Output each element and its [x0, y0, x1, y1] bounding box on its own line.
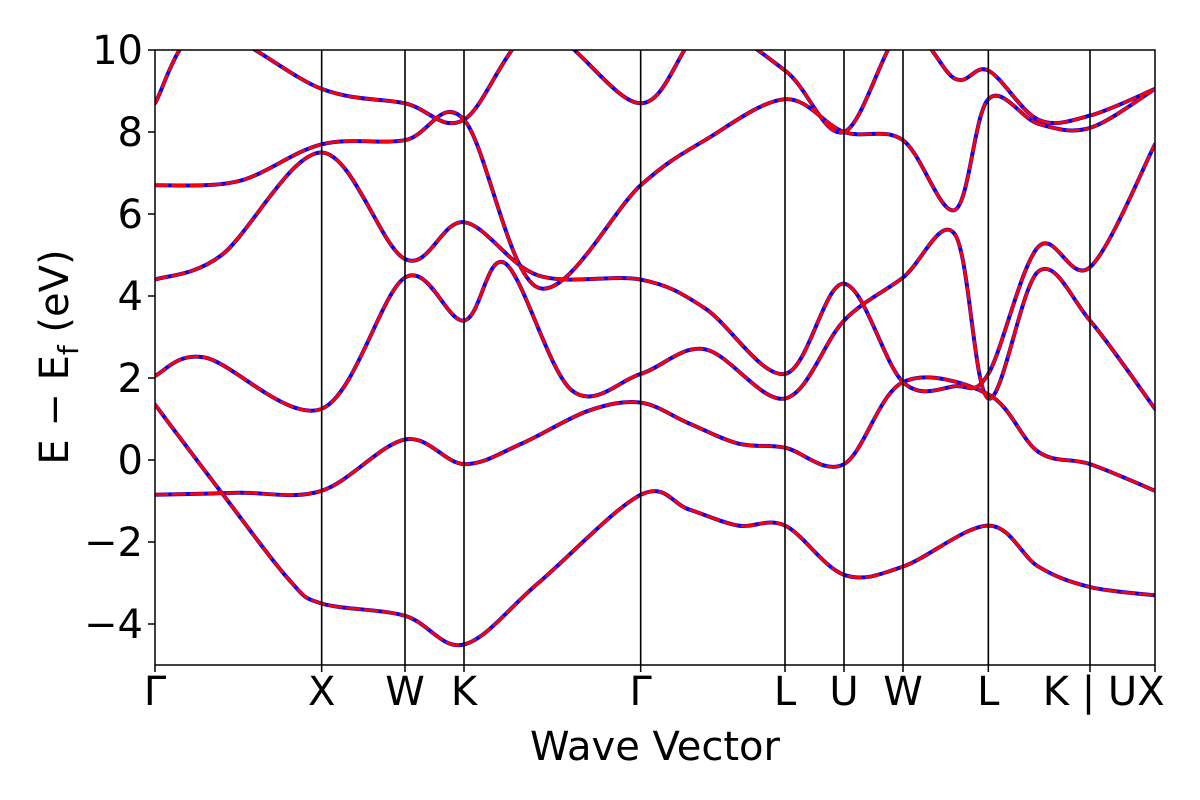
y-tick-label: 4 [118, 274, 143, 320]
dashed-band-line-5 [155, 50, 1155, 134]
y-axis-title: E − Ef (eV) [32, 249, 85, 464]
y-tick-label: 0 [118, 438, 143, 484]
x-tick-label: L [774, 669, 797, 715]
x-tick-label: W [385, 669, 425, 715]
y-tick-label: 2 [118, 356, 143, 402]
x-tick-label: U [829, 669, 858, 715]
x-tick-label: K | U [1043, 669, 1137, 715]
x-tick-label: Γ [144, 669, 167, 715]
y-tick-label: −4 [84, 602, 143, 648]
solid-band-line-3 [155, 142, 1155, 394]
y-tick-label: 8 [118, 110, 143, 156]
solid-band-line-0 [155, 375, 1155, 498]
x-tick-label: X [308, 669, 335, 715]
y-tick-label: −2 [84, 520, 143, 566]
dashed-band-line-2 [155, 228, 1155, 413]
x-axis-title: Wave Vector [530, 724, 781, 770]
y-axis-title-unit: (eV) [32, 249, 78, 345]
x-tick-label: L [977, 669, 1000, 715]
y-tick-label: 10 [92, 28, 143, 74]
dashed-band-line-3 [155, 142, 1155, 393]
y-tick-label: 6 [118, 192, 143, 238]
x-tick-label: Γ [630, 669, 653, 715]
dashed-band-line-0 [155, 375, 1155, 497]
dashed-band-line-4 [155, 87, 1155, 291]
solid-band-line-1 [155, 402, 1155, 648]
high-symmetry-lines [320, 50, 1091, 665]
y-axis-ticks: −4 −2 0 2 4 6 8 10 [84, 28, 155, 648]
y-axis-title-subscript: f [52, 344, 85, 355]
plot-frame [154, 49, 1156, 666]
dashed-band-line-1 [155, 403, 1155, 647]
x-tick-label: K [451, 669, 479, 715]
solid-band-line-4 [155, 86, 1155, 291]
solid-band-line-2 [155, 227, 1155, 413]
y-axis-title-main: E − E [32, 355, 78, 465]
x-tick-label: W [883, 669, 923, 715]
band-lines [155, 50, 1155, 648]
x-tick-label: X [1137, 669, 1164, 715]
